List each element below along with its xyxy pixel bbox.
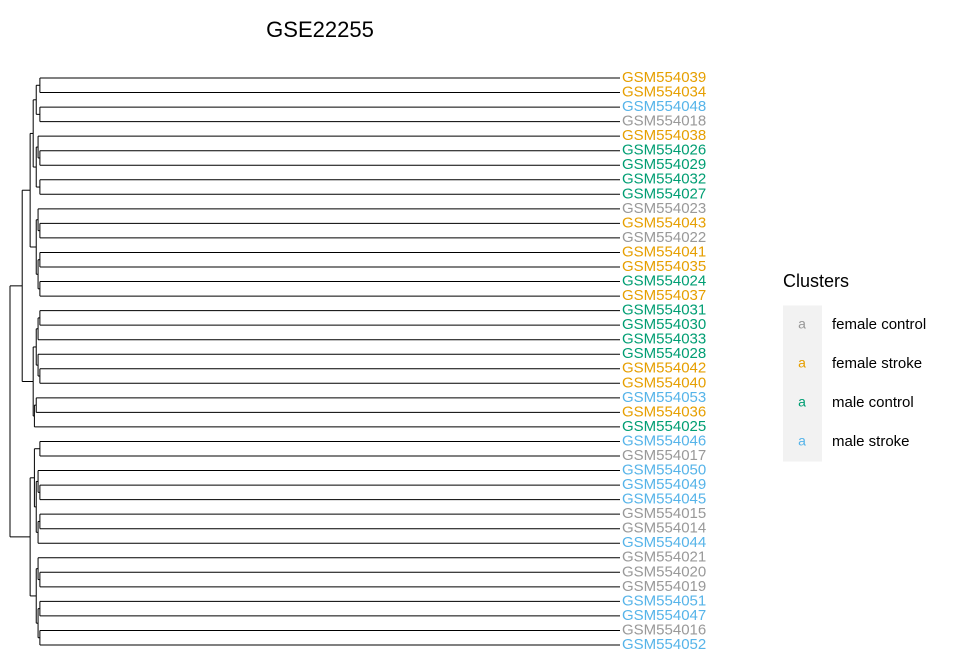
leaf-label: GSM554048 bbox=[622, 98, 706, 115]
legend-symbol: a bbox=[798, 433, 806, 449]
leaf-label: GSM554030 bbox=[622, 316, 706, 333]
legend-title: Clusters bbox=[783, 271, 849, 291]
leaf-label: GSM554050 bbox=[622, 462, 706, 479]
leaf-label: GSM554021 bbox=[622, 549, 706, 566]
leaf-label: GSM554032 bbox=[622, 171, 706, 188]
leaf-label: GSM554015 bbox=[622, 505, 706, 522]
legend-label: male control bbox=[832, 394, 914, 411]
leaf-label: GSM554022 bbox=[622, 229, 706, 246]
leaf-label: GSM554019 bbox=[622, 578, 706, 595]
legend-label: male stroke bbox=[832, 433, 910, 450]
leaf-label: GSM554035 bbox=[622, 258, 706, 275]
leaf-label: GSM554025 bbox=[622, 418, 706, 435]
leaf-label: GSM554038 bbox=[622, 127, 706, 144]
leaf-label: GSM554047 bbox=[622, 607, 706, 624]
leaf-label: GSM554017 bbox=[622, 447, 706, 464]
leaf-label: GSM554014 bbox=[622, 520, 706, 537]
leaf-label: GSM554052 bbox=[622, 636, 706, 653]
leaf-label: GSM554053 bbox=[622, 389, 706, 406]
leaf-label: GSM554020 bbox=[622, 563, 706, 580]
leaf-label: GSM554018 bbox=[622, 113, 706, 130]
leaf-label: GSM554034 bbox=[622, 84, 706, 101]
legend-label: female control bbox=[832, 316, 926, 333]
leaf-label: GSM554043 bbox=[622, 214, 706, 231]
leaf-label: GSM554040 bbox=[622, 374, 706, 391]
leaf-label: GSM554024 bbox=[622, 273, 706, 290]
leaf-label: GSM554026 bbox=[622, 142, 706, 159]
leaf-label: GSM554023 bbox=[622, 200, 706, 217]
leaf-label: GSM554041 bbox=[622, 243, 706, 260]
leaf-label: GSM554044 bbox=[622, 534, 706, 551]
leaf-label: GSM554037 bbox=[622, 287, 706, 304]
leaf-label: GSM554042 bbox=[622, 360, 706, 377]
leaf-label: GSM554016 bbox=[622, 621, 706, 638]
leaf-label: GSM554045 bbox=[622, 491, 706, 508]
leaf-label: GSM554051 bbox=[622, 592, 706, 609]
legend-key bbox=[783, 383, 822, 423]
leaf-label: GSM554028 bbox=[622, 345, 706, 362]
leaf-label: GSM554049 bbox=[622, 476, 706, 493]
chart-title: GSE22255 bbox=[266, 17, 374, 42]
leaf-label: GSM554046 bbox=[622, 432, 706, 449]
legend-key bbox=[783, 344, 822, 384]
leaf-label: GSM554033 bbox=[622, 331, 706, 348]
leaf-label: GSM554029 bbox=[622, 156, 706, 173]
leaf-label: GSM554031 bbox=[622, 302, 706, 319]
legend-symbol: a bbox=[798, 316, 806, 332]
leaf-label: GSM554027 bbox=[622, 185, 706, 202]
legend-key bbox=[783, 422, 822, 462]
legend-key bbox=[783, 305, 822, 345]
leaf-label: GSM554036 bbox=[622, 403, 706, 420]
legend-symbol: a bbox=[798, 394, 806, 410]
legend-symbol: a bbox=[798, 355, 806, 371]
legend-label: female stroke bbox=[832, 355, 922, 372]
leaf-label: GSM554039 bbox=[622, 69, 706, 86]
